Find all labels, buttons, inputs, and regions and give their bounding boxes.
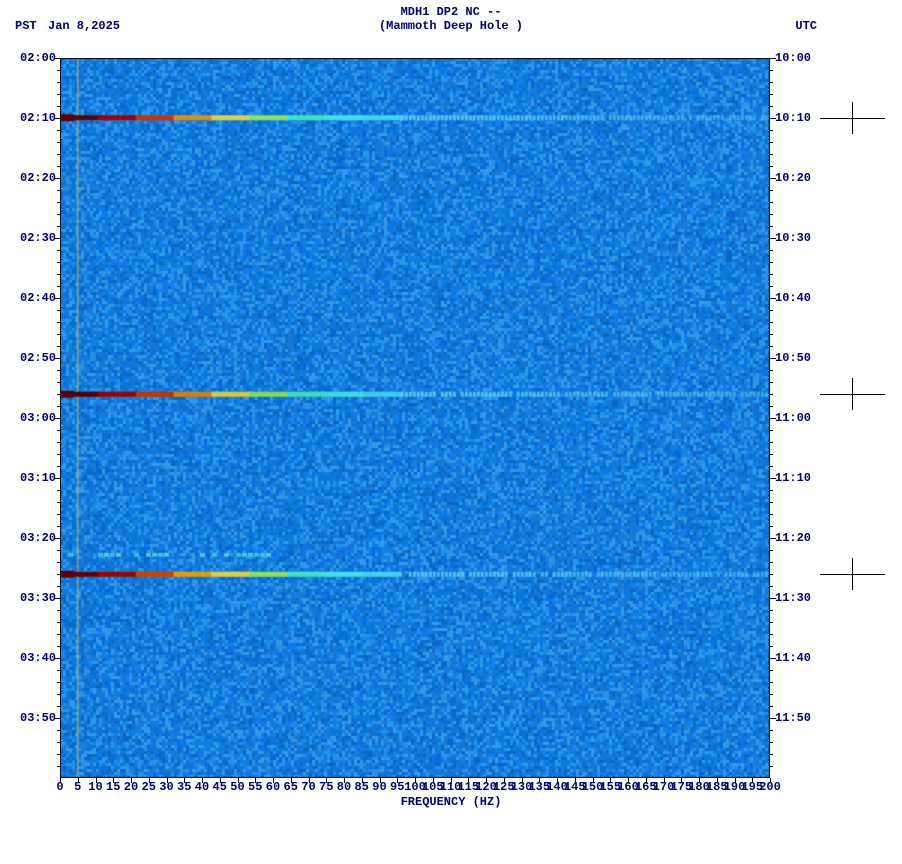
y-right-label: 11:30 [775,592,811,604]
y-right-label: 11:50 [775,712,811,724]
y-right-label: 11:10 [775,472,811,484]
y-axis-left-ticks [54,58,60,778]
y-right-label: 10:40 [775,292,811,304]
spectrogram-canvas [60,58,770,778]
y-axis-right-ticks [770,58,776,778]
y-left-label: 03:50 [20,712,56,724]
y-right-label: 10:10 [775,112,811,124]
y-left-label: 03:20 [20,532,56,544]
event-marker-vline [852,102,853,134]
y-right-label: 10:30 [775,232,811,244]
y-right-label: 10:50 [775,352,811,364]
event-marker-vline [852,558,853,590]
y-axis-right-labels: 10:0010:1010:2010:3010:4010:5011:0011:10… [775,58,820,778]
y-left-label: 03:00 [20,412,56,424]
y-right-label: 11:20 [775,532,811,544]
y-right-label: 10:00 [775,52,811,64]
y-left-label: 02:50 [20,352,56,364]
y-left-label: 02:00 [20,52,56,64]
title-sub: (Mammoth Deep Hole ) [379,19,523,33]
y-left-label: 03:40 [20,652,56,664]
date-label: Jan 8,2025 [48,19,120,33]
x-axis-ticks [60,778,770,784]
timezone-right-label: UTC [795,19,817,33]
event-markers [820,58,890,778]
title-main: MDH1 DP2 NC -- [401,5,502,19]
y-left-label: 03:30 [20,592,56,604]
event-marker-vline [852,378,853,410]
x-axis-title: FREQUENCY (HZ) [401,795,502,809]
y-right-label: 10:20 [775,172,811,184]
y-axis-left-labels: 02:0002:1002:2002:3002:4002:5003:0003:10… [20,58,58,778]
y-right-label: 11:40 [775,652,811,664]
y-left-label: 02:20 [20,172,56,184]
spectrogram-plot [60,58,770,778]
y-left-label: 03:10 [20,472,56,484]
y-left-label: 02:10 [20,112,56,124]
timezone-left-label: PST [15,19,37,33]
y-left-label: 02:30 [20,232,56,244]
y-left-label: 02:40 [20,292,56,304]
y-right-label: 11:00 [775,412,811,424]
